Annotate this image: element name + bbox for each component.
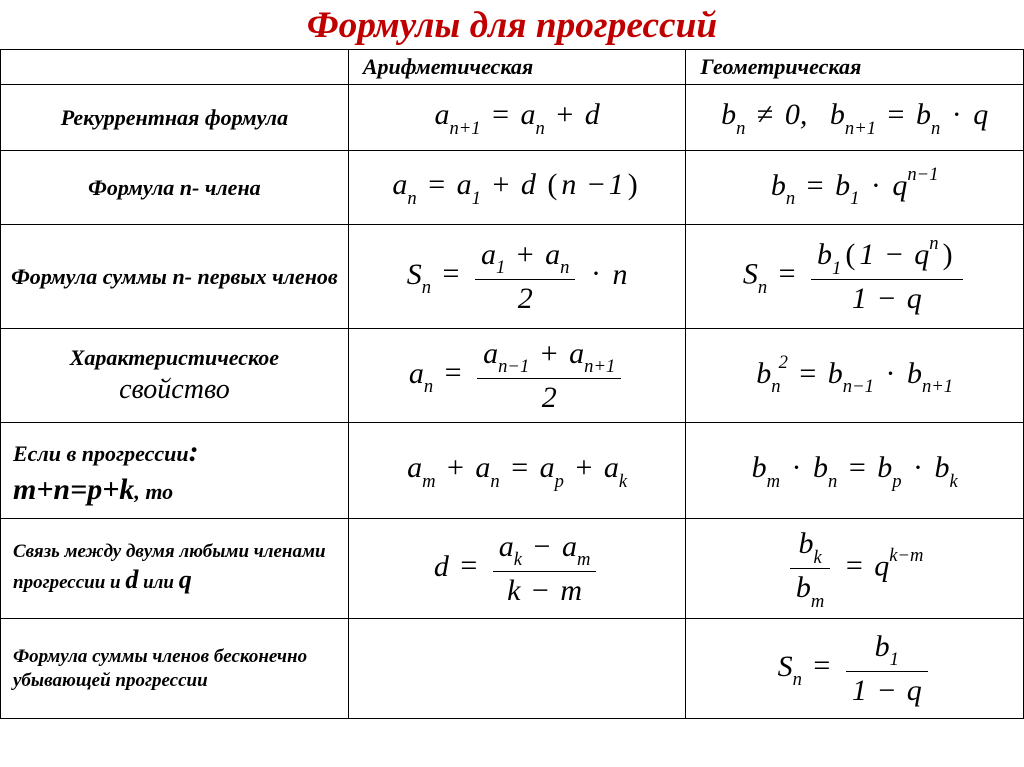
row-label: Если в прогрессии:m+n=p+k, то — [1, 423, 349, 519]
arithmetic-cell: d = ak − amk − m — [348, 519, 686, 619]
row-label: Формула суммы n- первых членов — [1, 225, 349, 329]
header-geometric: Геометрическая — [686, 50, 1024, 85]
row-label: Рекуррентная формула — [1, 85, 349, 151]
table-row: Формула суммы n- первых членовSn = a1 + … — [1, 225, 1024, 329]
row-label: Формула n- члена — [1, 151, 349, 225]
row-label: Формула суммы членов бесконечно убывающе… — [1, 619, 349, 719]
header-blank — [1, 50, 349, 85]
geometric-cell: Sn = b11 − q — [686, 619, 1024, 719]
header-arithmetic: Арифметическая — [348, 50, 686, 85]
geometric-cell: bn = b1 · qn−1 — [686, 151, 1024, 225]
geometric-cell: bm · bn = bp · bk — [686, 423, 1024, 519]
table-row: Связь между двумя любыми членами прогрес… — [1, 519, 1024, 619]
row-label: Связь между двумя любыми членами прогрес… — [1, 519, 349, 619]
arithmetic-cell: an = a1 + d (n −1) — [348, 151, 686, 225]
arithmetic-cell: am + an = ap + ak — [348, 423, 686, 519]
arithmetic-cell: an = an−1 + an+12 — [348, 329, 686, 423]
arithmetic-cell: an+1 = an + d — [348, 85, 686, 151]
arithmetic-cell: Sn = a1 + an2 · n — [348, 225, 686, 329]
arithmetic-cell — [348, 619, 686, 719]
row-label: Характеристическоесвойство — [1, 329, 349, 423]
geometric-cell: bn ≠ 0, bn+1 = bn · q — [686, 85, 1024, 151]
geometric-cell: bkbm = qk−m — [686, 519, 1024, 619]
table-row: Формула суммы членов бесконечно убывающе… — [1, 619, 1024, 719]
page-title: Формулы для прогрессий — [0, 0, 1024, 49]
table-row: Если в прогрессии:m+n=p+k, тоam + an = a… — [1, 423, 1024, 519]
table-row: Рекуррентная формулаan+1 = an + dbn ≠ 0,… — [1, 85, 1024, 151]
progressions-table: Арифметическая Геометрическая Рекуррентн… — [0, 49, 1024, 719]
geometric-cell: bn2 = bn−1 · bn+1 — [686, 329, 1024, 423]
geometric-cell: Sn = b1(1 − qn)1 − q — [686, 225, 1024, 329]
table-row: Характеристическоесвойствоan = an−1 + an… — [1, 329, 1024, 423]
table-row: Формула n- членаan = a1 + d (n −1)bn = b… — [1, 151, 1024, 225]
table-header-row: Арифметическая Геометрическая — [1, 50, 1024, 85]
